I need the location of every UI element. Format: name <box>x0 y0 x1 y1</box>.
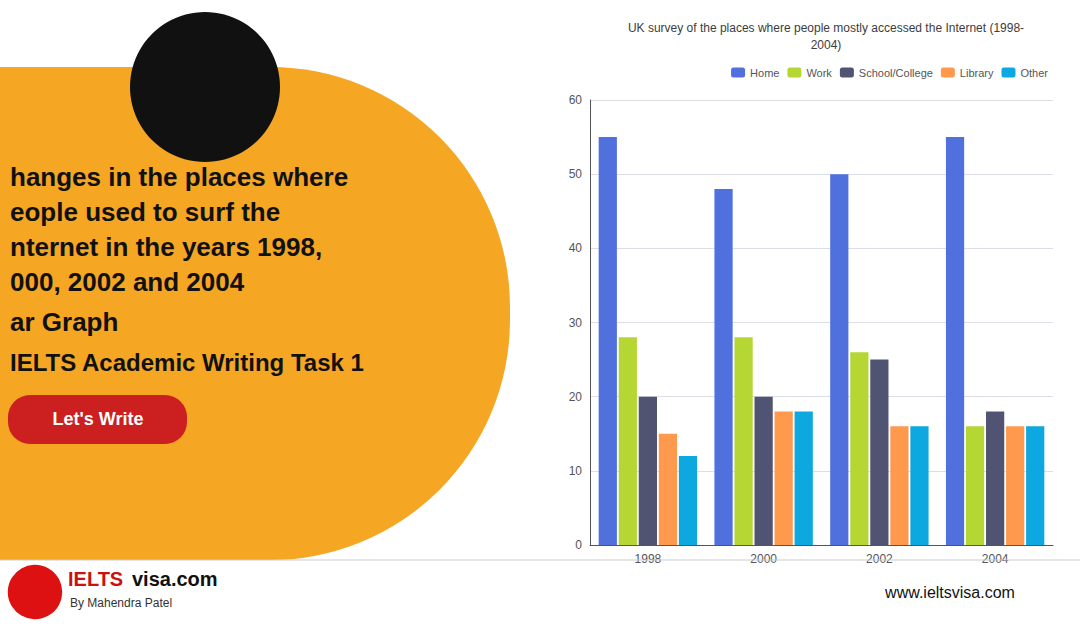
svg-text:Work: Work <box>806 67 832 79</box>
svg-text:2004): 2004) <box>811 38 842 52</box>
svg-text:www.ieltsvisa.com: www.ieltsvisa.com <box>884 584 1015 601</box>
svg-text:1998: 1998 <box>635 552 662 566</box>
svg-text:50: 50 <box>569 167 583 181</box>
svg-text:IELTS: IELTS <box>68 568 123 590</box>
svg-text:UK survey of the places where: UK survey of the places where people mos… <box>628 21 1024 35</box>
svg-text:Library: Library <box>960 67 994 79</box>
svg-text:visa.com: visa.com <box>132 568 218 590</box>
svg-text:30: 30 <box>569 316 583 330</box>
svg-text:0: 0 <box>575 538 582 552</box>
svg-text:IELTS Academic Writing Task 1: IELTS Academic Writing Task 1 <box>10 349 364 376</box>
svg-text:2000: 2000 <box>750 552 777 566</box>
svg-text:2004: 2004 <box>982 552 1009 566</box>
svg-text:Other: Other <box>1020 67 1048 79</box>
svg-text:000, 2002 and 2004: 000, 2002 and 2004 <box>10 267 245 297</box>
svg-text:Let's Write: Let's Write <box>53 409 144 429</box>
svg-text:Home: Home <box>750 67 779 79</box>
svg-text:eople used to surf the: eople used to surf the <box>10 197 280 227</box>
svg-text:60: 60 <box>569 93 583 107</box>
svg-text:ar Graph: ar Graph <box>10 307 118 337</box>
svg-text:nternet in the years 1998,: nternet in the years 1998, <box>10 232 322 262</box>
svg-text:By Mahendra Patel: By Mahendra Patel <box>70 596 172 610</box>
svg-text:20: 20 <box>569 390 583 404</box>
svg-text:10: 10 <box>569 464 583 478</box>
svg-text:40: 40 <box>569 241 583 255</box>
svg-text:hanges in the places where: hanges in the places where <box>10 162 348 192</box>
svg-text:2002: 2002 <box>866 552 893 566</box>
svg-text:School/College: School/College <box>859 67 933 79</box>
